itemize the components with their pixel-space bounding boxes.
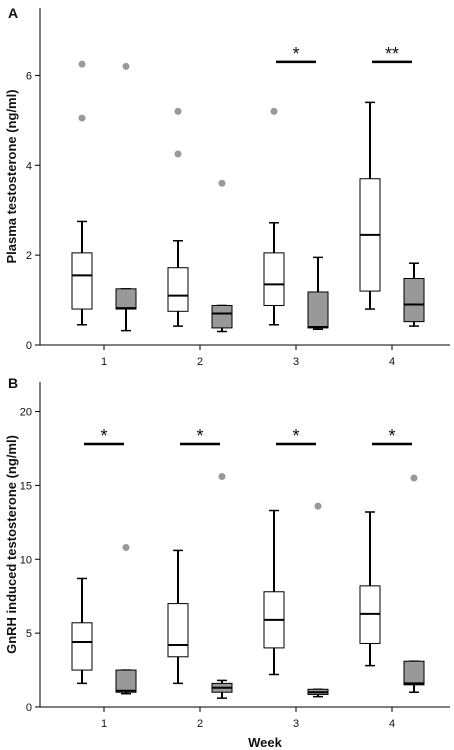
box-group (307, 256, 329, 331)
significance-label: * (292, 44, 299, 64)
box-group (211, 473, 233, 699)
box (115, 288, 137, 310)
panel-b: B 0 5 10 15 20 1 2 3 4 GnRH induced testosterone (… (4, 375, 450, 750)
outlier-point (122, 543, 130, 551)
y-tick-label: 4 (26, 160, 32, 172)
box-group (167, 549, 189, 685)
box-group (359, 101, 381, 310)
box-group (71, 577, 93, 685)
y-tick-label: 5 (26, 628, 32, 640)
box-group (115, 62, 137, 332)
box-group (263, 509, 285, 676)
y-axis-title: Plasma testosterone (ng/ml) (4, 89, 19, 263)
y-tick-label: 2 (26, 250, 32, 262)
outlier-point (410, 474, 418, 482)
outlier-point (174, 107, 182, 115)
y-tick-label: 10 (20, 554, 32, 566)
box-group (359, 511, 381, 667)
y-tick-label: 15 (20, 480, 32, 492)
significance-label: * (100, 426, 107, 446)
box-group (403, 262, 425, 327)
box (71, 622, 93, 671)
box (403, 277, 425, 323)
x-tick-label: 3 (293, 356, 299, 368)
box (263, 252, 285, 306)
box-group (403, 474, 425, 693)
x-axis-title: Week (248, 735, 282, 750)
x-tick-label: 4 (389, 718, 395, 730)
significance-label: * (196, 426, 203, 446)
x-tick-label: 2 (197, 718, 203, 730)
x-tick-label: 1 (101, 718, 107, 730)
y-tick-label: 0 (26, 340, 32, 352)
x-tick-label: 2 (197, 356, 203, 368)
x-tick-label: 1 (101, 356, 107, 368)
y-tick-label: 20 (20, 407, 32, 419)
x-tick-label: 4 (389, 356, 395, 368)
outlier-point (218, 179, 226, 187)
significance-label: ** (385, 44, 399, 64)
panel-label: A (8, 5, 18, 21)
box (211, 304, 233, 329)
box-group (115, 543, 137, 695)
box (71, 252, 93, 310)
outlier-point (78, 60, 86, 68)
box-group (71, 60, 93, 326)
box (403, 660, 425, 686)
significance-label: * (292, 426, 299, 446)
box (307, 291, 329, 329)
box (115, 669, 137, 693)
box-group (211, 179, 233, 333)
box-group (307, 502, 329, 698)
y-tick-label: 6 (26, 70, 32, 82)
box-group (167, 107, 189, 327)
box-group (263, 107, 285, 326)
x-tick-label: 3 (293, 718, 299, 730)
significance-label: * (388, 426, 395, 446)
panel-label: B (8, 375, 18, 391)
outlier-point (174, 150, 182, 158)
box (167, 603, 189, 658)
y-axis-title: GnRH induced testosterone (ng/ml) (4, 435, 19, 654)
outlier-point (270, 107, 278, 115)
box (167, 267, 189, 312)
outlier-point (218, 473, 226, 481)
outlier-point (78, 114, 86, 122)
outlier-point (122, 62, 130, 70)
y-tick-label: 0 (26, 702, 32, 714)
outlier-point (314, 502, 322, 510)
